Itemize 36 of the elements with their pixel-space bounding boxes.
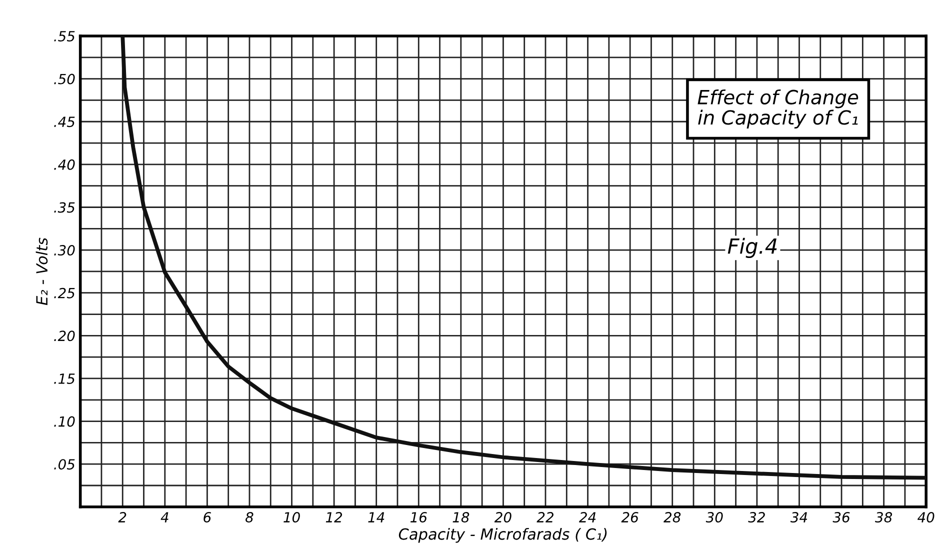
y-axis-title: E₂ - Volts bbox=[36, 238, 48, 306]
line-series bbox=[120, 36, 926, 480]
y-tick-label: .35 bbox=[54, 202, 75, 213]
text: Effect of Change in Capacity of C₁ bbox=[698, 89, 858, 129]
y-tick-label: .10 bbox=[54, 416, 75, 427]
x-tick-label: 38 bbox=[875, 512, 892, 523]
x-tick-label: 24 bbox=[579, 512, 596, 522]
x-tick-label: 6 bbox=[204, 512, 211, 523]
x-tick-label: 4 bbox=[160, 512, 168, 522]
x-tick-label: 14 bbox=[368, 512, 384, 522]
x-tick-label: 22 bbox=[536, 512, 554, 522]
x-tick-label: 16 bbox=[410, 512, 427, 523]
y-tick-label: .15 bbox=[54, 374, 75, 384]
x-tick-label: 18 bbox=[452, 512, 470, 523]
y-tick-label: .45 bbox=[54, 116, 75, 128]
x-tick-label: 2 bbox=[118, 512, 126, 522]
y-tick-label: .30 bbox=[54, 245, 75, 256]
y-tick-label: .05 bbox=[54, 459, 75, 470]
x-tick-label: 36 bbox=[832, 512, 850, 523]
x-tick-label: 12 bbox=[326, 512, 342, 522]
x-tick-label: 34 bbox=[790, 512, 808, 523]
y-tick-label: .25 bbox=[54, 288, 75, 298]
y-tick-label: .40 bbox=[54, 159, 75, 170]
x-tick-label: 30 bbox=[706, 512, 723, 523]
x-tick-label: 32 bbox=[748, 512, 765, 523]
x-tick-label: 28 bbox=[664, 512, 681, 523]
y-tick-label: .20 bbox=[54, 330, 75, 342]
x-tick-label: 8 bbox=[246, 512, 254, 523]
x-tick-label: 10 bbox=[284, 512, 300, 523]
y-tick-label: .55 bbox=[54, 31, 75, 42]
x-tick-label: 40 bbox=[918, 512, 934, 523]
y-tick-label: .50 bbox=[54, 74, 75, 84]
annotation: Fig.4 bbox=[728, 238, 777, 258]
x-tick-label: 26 bbox=[621, 512, 638, 523]
x-tick-label: 20 bbox=[494, 512, 512, 523]
x-axis-title: Capacity - Microfarads ( C₁) bbox=[398, 528, 607, 543]
